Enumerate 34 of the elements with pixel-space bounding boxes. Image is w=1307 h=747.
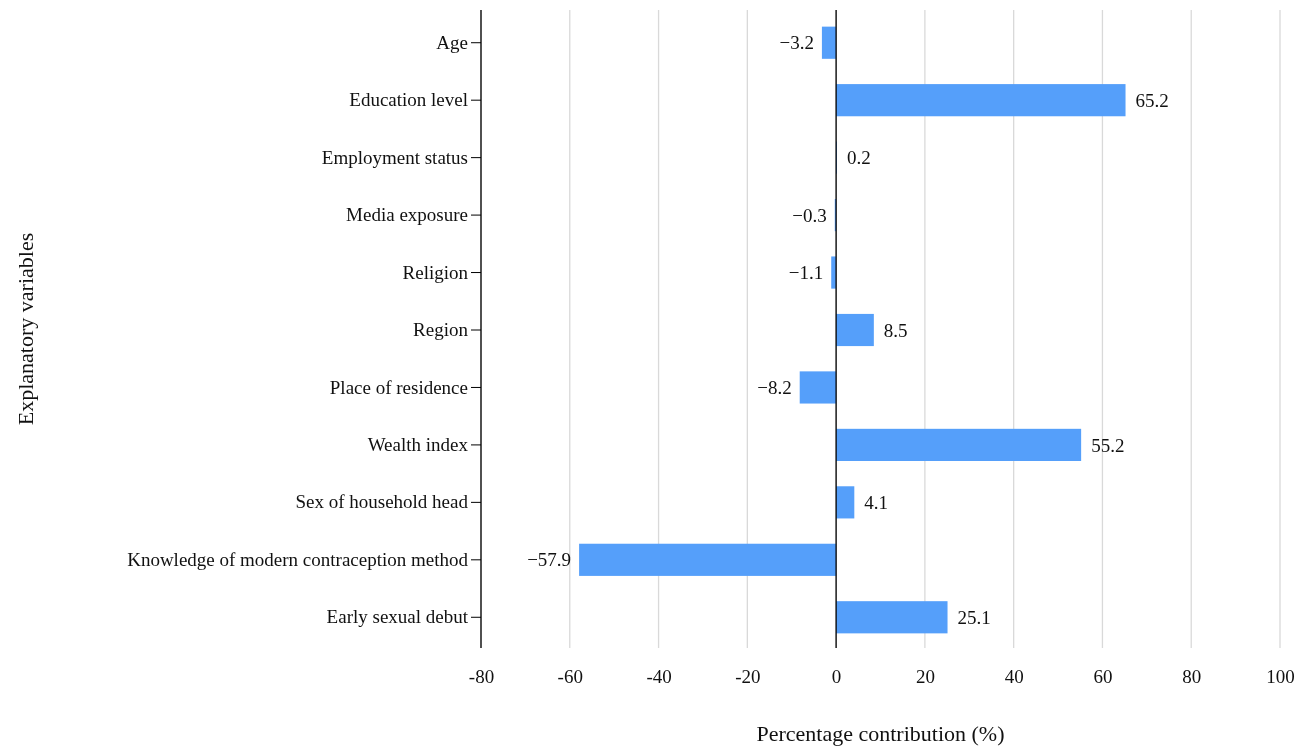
y-tick-label: Religion <box>402 261 469 283</box>
x-tick-label: 20 <box>915 666 935 688</box>
data-label: −57.9 <box>527 549 572 571</box>
x-tick-label: -20 <box>735 666 761 688</box>
y-tick-label: Sex of household head <box>295 491 469 513</box>
data-label: 8.5 <box>883 319 908 341</box>
x-tick-label: 100 <box>1266 666 1295 688</box>
y-tick-label: Wealth index <box>367 433 469 455</box>
data-label: −1.1 <box>788 262 824 284</box>
x-tick-label: 80 <box>1182 666 1202 688</box>
data-label: 55.2 <box>1091 434 1125 456</box>
y-tick-label: Region <box>413 319 469 341</box>
x-tick-label: -80 <box>468 666 495 688</box>
y-axis-title: Explanatory variables <box>13 232 38 426</box>
y-tick-label: Media exposure <box>346 204 468 226</box>
x-tick-label: 60 <box>1093 666 1113 688</box>
y-tick-label: Knowledge of modern contraception method <box>127 548 469 570</box>
data-label: −8.2 <box>757 377 792 399</box>
y-tick-label: Education level <box>349 89 468 111</box>
data-label: 65.2 <box>1135 89 1169 111</box>
data-label: 4.1 <box>864 492 889 514</box>
data-label: 25.1 <box>957 606 991 628</box>
x-axis-title: Percentage contribution (%) <box>756 721 1005 746</box>
x-tick-label: 0 <box>831 666 842 688</box>
data-label: −0.3 <box>792 204 827 226</box>
x-tick-label: 40 <box>1004 666 1024 688</box>
y-tick-label: Early sexual debut <box>326 606 469 628</box>
data-label: −3.2 <box>779 32 814 54</box>
y-tick-label: Place of residence <box>329 376 468 398</box>
y-tick-label: Age <box>436 31 468 53</box>
x-tick-label: -60 <box>557 666 583 688</box>
data-label: 0.2 <box>847 147 871 169</box>
y-tick-label: Employment status <box>321 146 468 168</box>
x-tick-label: -40 <box>646 666 672 688</box>
